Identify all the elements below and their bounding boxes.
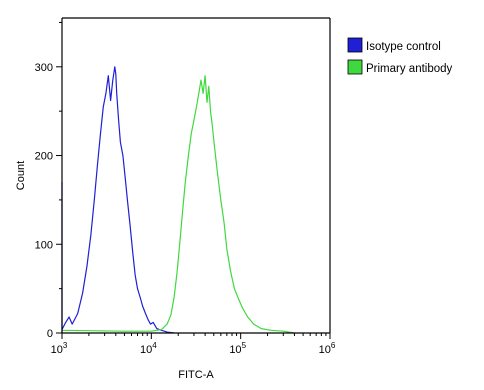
plot-lines: [61, 66, 295, 334]
x-tick-label: 105: [229, 341, 246, 356]
series-line-primary-antibody: [61, 75, 295, 334]
x-tick-exponent: 5: [242, 341, 247, 350]
legend-swatch-isotype-control: [347, 37, 363, 53]
x-tick-exponent: 6: [331, 341, 336, 350]
x-tick-base: 10: [229, 344, 241, 356]
x-tick-exponent: 3: [63, 341, 68, 350]
y-tick-label: 100: [35, 239, 53, 251]
x-tick-base: 10: [140, 344, 152, 356]
y-tick-label: 300: [35, 62, 53, 74]
x-tick-label: 103: [51, 341, 68, 356]
x-tick-label: 106: [319, 341, 336, 356]
legend-label-isotype-control: Isotype control: [366, 41, 441, 53]
x-tick-exponent: 4: [152, 341, 157, 350]
y-tick-label: 0: [47, 328, 53, 340]
x-ticks: 103 104 105 106: [51, 333, 336, 356]
y-axis-title: Count: [15, 161, 27, 190]
x-tick-base: 10: [319, 344, 331, 356]
y-ticks: 0 100 200 300: [35, 21, 62, 340]
x-tick-base: 10: [51, 344, 63, 356]
y-tick-label: 200: [35, 151, 53, 163]
x-axis-title: FITC-A: [178, 369, 214, 381]
legend-label-primary-antibody: Primary antibody: [366, 63, 453, 75]
legend: Isotype control Primary antibody: [347, 37, 453, 75]
legend-swatch-primary-antibody: [347, 59, 363, 75]
x-tick-label: 104: [140, 341, 157, 356]
series-line-isotype-control: [61, 66, 175, 334]
axes: [61, 17, 331, 334]
